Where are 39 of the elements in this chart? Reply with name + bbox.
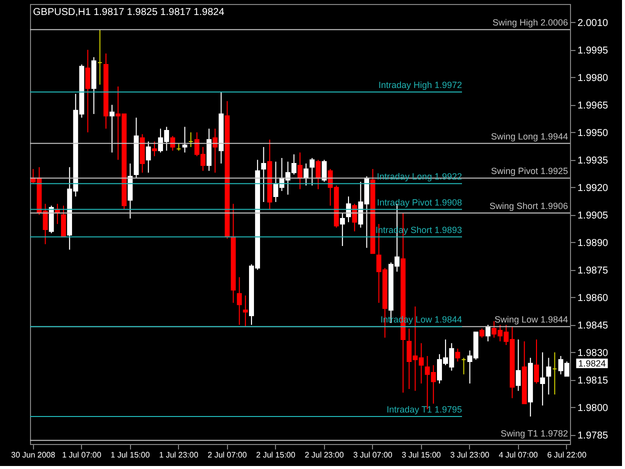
y-tick-label: 1.9935 (578, 155, 609, 166)
x-tick-label: 3 Jul 07:00 (353, 450, 393, 460)
chart-title: GBPUSD,H1 1.9817 1.9825 1.9817 1.9824 (33, 7, 225, 18)
x-tick-label: 6 Jul 22:00 (547, 450, 587, 460)
ref-line-label: Intraday T1 1.9795 (386, 404, 462, 414)
text: 1.9824 (578, 358, 606, 368)
ref-line-label: Swing Short 1.9906 (489, 201, 568, 211)
x-tick-label: 1 Jul 07:00 (62, 450, 102, 460)
ref-line-label: Swing T1 1.9782 (500, 428, 568, 438)
y-tick-label: 1.9980 (578, 72, 609, 84)
x-tick-label: 1 Jul 15:00 (110, 450, 150, 460)
x-tick-label: 2 Jul 07:00 (208, 450, 248, 460)
y-tick-label: 2.0010 (578, 18, 609, 29)
x-tick-label: 2 Jul 23:00 (304, 450, 344, 460)
x-tick-label: 2 Jul 15:00 (256, 450, 296, 460)
x-tick-label: 3 Jul 23:00 (450, 450, 490, 460)
y-tick-label: 1.9875 (578, 265, 609, 276)
ref-line-label: Swing Low 1.9844 (494, 314, 568, 325)
y-tick-label: 1.9860 (578, 292, 609, 304)
x-tick-label: 4 Jul 07:00 (498, 450, 538, 460)
y-tick-label: 1.9800 (578, 402, 609, 414)
y-tick-label: 1.9905 (578, 210, 609, 222)
ref-line-label: Swing High 2.0006 (492, 18, 568, 28)
y-tick-label: 1.9845 (578, 320, 609, 332)
x-tick-label: 30 Jun 2008 (11, 450, 56, 460)
ref-line-label: Swing Long 1.9944 (490, 131, 568, 142)
y-tick-label: 1.9950 (578, 128, 609, 139)
y-tick-label: 1.9785 (578, 430, 609, 442)
y-tick-label: 1.9965 (578, 100, 609, 112)
ref-line-label: Intraday Pivot 1.9908 (376, 197, 462, 208)
y-tick-label: 1.9890 (578, 238, 609, 249)
y-tick-label: 1.9995 (578, 45, 609, 56)
y-tick-label: 1.9920 (578, 182, 609, 194)
x-tick-label: 3 Jul 15:00 (402, 450, 442, 460)
y-tick-label: 1.9830 (578, 348, 609, 359)
x-tick-label: 1 Jul 23:00 (159, 450, 199, 460)
y-tick-label: 1.9815 (578, 375, 609, 386)
ref-line-label: Intraday High 1.9972 (378, 80, 462, 90)
ref-line-label: Swing Pivot 1.9925 (490, 166, 568, 176)
